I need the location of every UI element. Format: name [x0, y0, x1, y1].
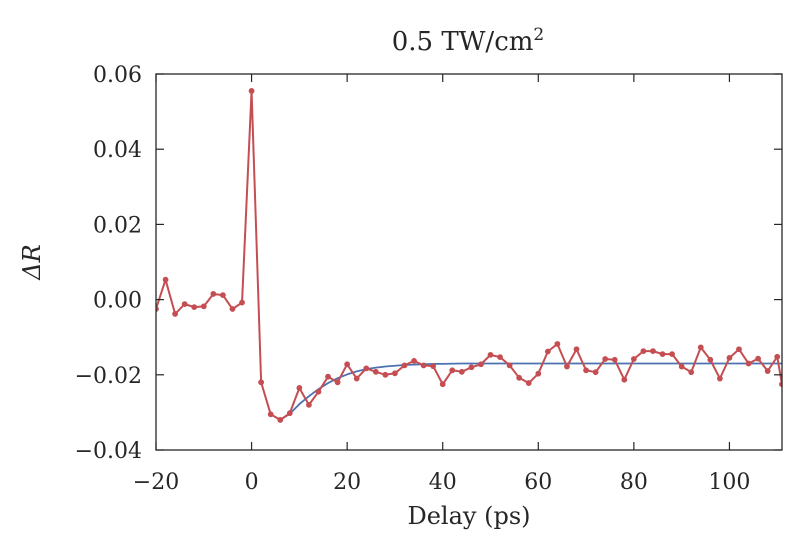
- data-point: [478, 361, 484, 368]
- data-point: [449, 367, 456, 374]
- data-point: [277, 417, 284, 423]
- data-point: [611, 356, 618, 363]
- data-point: [592, 369, 599, 376]
- data-point: [564, 363, 570, 370]
- data-point: [344, 361, 351, 368]
- data-point: [755, 355, 762, 362]
- data-point: [296, 385, 303, 391]
- axes-ticks: −20 0 20 40 60 80 100 −0.04 −0.02 0.00 0.02 0.04 0.0…: [75, 63, 782, 495]
- data-point: [506, 362, 513, 369]
- data-point: [516, 374, 523, 381]
- chart-title-superscript: 2: [533, 25, 544, 45]
- data-point: [458, 368, 465, 375]
- data-point: [669, 351, 675, 358]
- data-point: [162, 276, 169, 283]
- data-point: [392, 370, 398, 377]
- fit-series-line: [279, 362, 782, 421]
- data-point: [325, 373, 331, 380]
- data-point: [411, 357, 417, 364]
- data-point: [764, 368, 771, 374]
- data-point: [745, 360, 752, 367]
- plot-area: [156, 88, 782, 423]
- data-point: [210, 291, 217, 297]
- data-point: [191, 304, 198, 311]
- data-point: [602, 356, 609, 362]
- data-point: [267, 411, 274, 418]
- data-point: [334, 379, 341, 386]
- data-point: [678, 363, 685, 370]
- data-point: [640, 348, 647, 355]
- data-point: [220, 292, 226, 298]
- data-point: [650, 348, 656, 355]
- data-point: [353, 375, 360, 382]
- data-point: [372, 368, 379, 375]
- x-tick-label: 80: [620, 470, 648, 495]
- y-tick-label: 0.02: [93, 213, 142, 238]
- data-point: [306, 401, 312, 408]
- data-point: [621, 376, 628, 383]
- y-tick-label: −0.02: [75, 364, 142, 389]
- data-point: [200, 303, 207, 310]
- data-point: [172, 310, 179, 317]
- x-axis-label: Delay (ps): [407, 502, 530, 530]
- data-point: [630, 356, 637, 362]
- data-point: [468, 364, 475, 371]
- data-point: [439, 381, 446, 388]
- data-point: [382, 371, 389, 378]
- series-group: [156, 88, 782, 423]
- y-tick-label: 0.04: [93, 138, 142, 163]
- data-point: [258, 379, 265, 386]
- data-point: [736, 346, 742, 353]
- x-tick-label: 60: [524, 470, 552, 495]
- data-point: [544, 348, 551, 355]
- y-tick-label: 0.00: [93, 289, 142, 314]
- data-point: [535, 370, 542, 377]
- x-tick-label: 0: [245, 470, 259, 495]
- data-point: [774, 353, 781, 360]
- plot-frame: [155, 73, 783, 451]
- data-point: [286, 410, 293, 417]
- data-point: [726, 354, 733, 361]
- data-point: [573, 346, 580, 353]
- data-point: [181, 301, 188, 308]
- x-tick-label: 100: [708, 470, 750, 495]
- data-point: [688, 369, 695, 376]
- data-point: [229, 306, 236, 312]
- chart-title-main: 0.5 TW/cm: [392, 27, 534, 57]
- data-point: [583, 367, 589, 374]
- measured-series-line: [156, 89, 782, 421]
- data-point: [430, 363, 437, 370]
- data-point: [401, 362, 408, 369]
- x-tick-label: −20: [133, 470, 179, 495]
- data-point: [487, 351, 494, 358]
- x-tick-label: 40: [429, 470, 457, 495]
- data-point: [248, 88, 255, 94]
- y-tick-label: −0.04: [75, 439, 142, 464]
- data-point: [697, 344, 704, 351]
- data-point: [554, 341, 561, 347]
- data-point: [497, 354, 503, 361]
- data-point: [707, 356, 714, 363]
- data-point: [363, 365, 370, 372]
- data-point: [659, 351, 666, 358]
- chart-title: 0.5 TW/cm2: [392, 25, 544, 57]
- data-point: [239, 299, 245, 306]
- x-tick-label: 20: [333, 470, 361, 495]
- y-tick-label: 0.06: [93, 63, 142, 88]
- data-point: [315, 388, 322, 395]
- data-point: [525, 380, 532, 386]
- data-point: [420, 362, 427, 369]
- y-axis-label: ΔR: [18, 244, 46, 280]
- data-point: [716, 375, 723, 382]
